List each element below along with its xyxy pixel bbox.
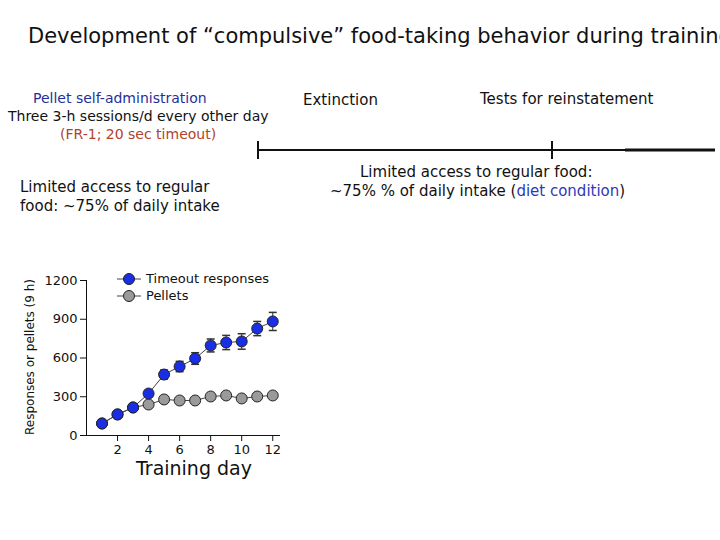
html-text:Limited access to regular food: Limited access to regular food: <box>360 163 593 181</box>
html-text:Extinction: Extinction <box>303 91 378 109</box>
html-text:(FR-1; 20 sec timeout): (FR-1; 20 sec timeout) <box>60 126 217 142</box>
svg-text:6: 6 <box>175 442 183 457</box>
svg-text:2: 2 <box>113 442 121 457</box>
html-text:Pellets: Pellets <box>146 288 189 303</box>
html-text:Limited access to regular: Limited access to regular <box>20 178 210 196</box>
svg-text:12: 12 <box>264 442 281 457</box>
svg-text:1200: 1200 <box>44 273 77 288</box>
html-text:Three 3-h sessions/d every oth: Three 3-h sessions/d every other day <box>8 108 269 124</box>
svg-text:900: 900 <box>53 311 78 326</box>
html-text:Training day: Training day <box>136 457 252 479</box>
html-text:food: ~75% of daily intake: food: ~75% of daily intake <box>20 197 220 215</box>
html-text:~75% % of daily intake (diet c: ~75% % of daily intake (diet condition) <box>330 182 626 200</box>
svg-text:8: 8 <box>207 442 215 457</box>
html-text:Timeout responses: Timeout responses <box>146 271 270 286</box>
svg-text:10: 10 <box>233 442 250 457</box>
svg-text:600: 600 <box>53 350 78 365</box>
html-text:Tests for reinstatement: Tests for reinstatement <box>480 90 654 108</box>
svg-text:0: 0 <box>69 428 77 443</box>
svg-text:300: 300 <box>53 389 78 404</box>
html-text:Pellet self-administration: Pellet self-administration <box>33 90 207 106</box>
html-text:Responses or pellets (9 h): Responses or pellets (9 h) <box>23 279 37 435</box>
svg-text:4: 4 <box>144 442 152 457</box>
